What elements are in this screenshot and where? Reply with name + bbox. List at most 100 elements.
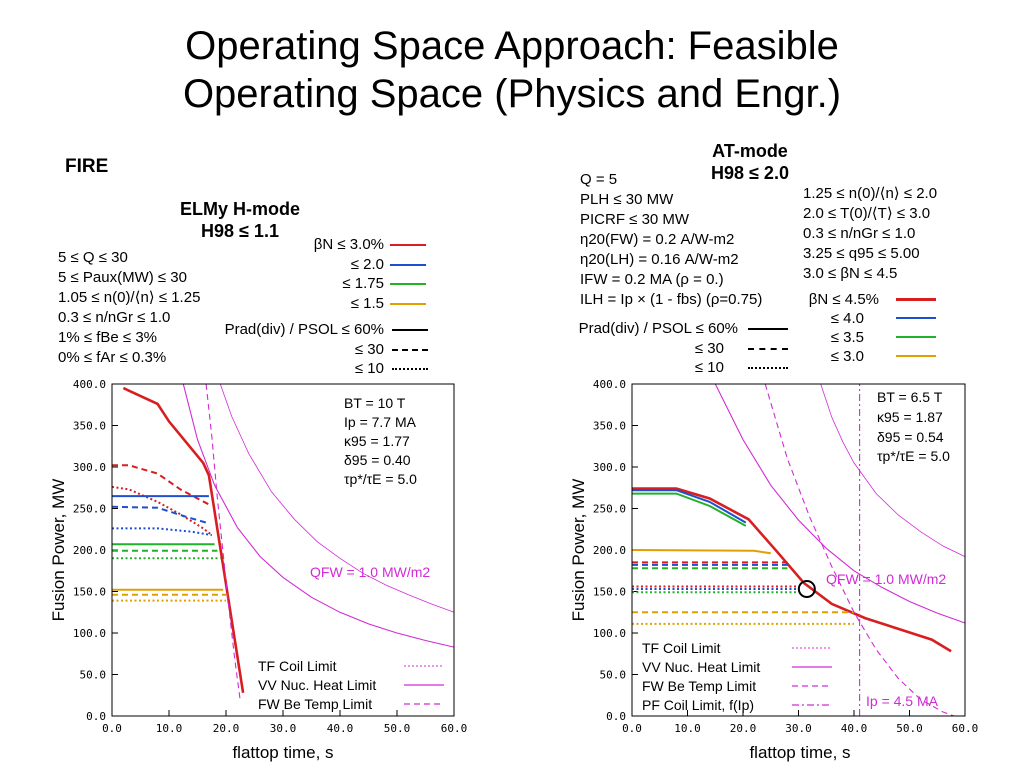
left-beta-legend-swatch	[390, 283, 426, 285]
right-series-magenta-solid	[714, 383, 966, 624]
left-constraint: 5 ≤ Paux(MW) ≤ 30	[58, 269, 187, 286]
right-header: AT-mode H98 ≤ 2.0	[680, 140, 820, 184]
right-beta-legend-swatch	[896, 355, 936, 357]
right-beta-legend-label: βN ≤ 4.5%	[808, 291, 879, 308]
left-beta-legend-swatch	[390, 264, 426, 266]
right-x-tick-label: 10.0	[674, 722, 701, 735]
right-constraint: Q = 5	[580, 171, 618, 188]
left-prad-legend-label: Prad(div) / PSOL ≤ 60%	[224, 321, 384, 338]
right-fusion-power-chart: 0.0 50.0 100.0 150.0 200.0 250.0 300.0 350.0 400…	[569, 378, 978, 762]
left-param: δ95 = 0.40	[344, 452, 411, 468]
right-constraints-left: Q = 5 PLH ≤ 30 MW PICRF ≤ 30 MW η20(FW) …	[580, 170, 762, 310]
right-y-tick-label: 300.0	[593, 461, 626, 474]
right-constraint: PICRF ≤ 30 MW	[580, 211, 690, 228]
left-y-tick-label: 250.0	[73, 503, 106, 516]
left-header-line-2: H98 ≤ 1.1	[201, 221, 279, 241]
left-y-tick-label: 0.0	[86, 710, 106, 723]
left-x-tick-label: 0.0	[102, 722, 122, 735]
right-constraint: η20(FW) = 0.2 A/W-m2	[580, 231, 735, 248]
right-prad-legend-label: ≤ 10	[694, 359, 724, 376]
left-prad-legend-label: ≤ 30	[354, 341, 384, 358]
right-prad-legend-swatch	[748, 328, 788, 330]
left-param: κ95 = 1.77	[344, 433, 410, 449]
right-constraint: 1.25 ≤ n(0)/⟨n⟩ ≤ 2.0	[803, 185, 938, 202]
right-series-orange-solid	[631, 549, 771, 555]
right-beta-legend-label: ≤ 3.5	[830, 329, 864, 346]
right-y-tick-label: 350.0	[593, 420, 626, 433]
left-fusion-power-chart: 0.0 50.0 100.0 150.0 200.0 250.0 300.0 350.0 400…	[49, 378, 467, 762]
right-param: κ95 = 1.87	[877, 409, 943, 425]
right-y-tick-label: 0.0	[606, 710, 626, 723]
left-series-magenta-fine	[219, 383, 455, 613]
right-x-tick-label: 30.0	[785, 722, 812, 735]
left-constraints: 5 ≤ Q ≤ 30 5 ≤ Paux(MW) ≤ 30 1.05 ≤ n(0)…	[58, 248, 200, 368]
left-header: ELMy H-mode H98 ≤ 1.1	[160, 198, 320, 242]
right-constraint: η20(LH) = 0.16 A/W-m2	[580, 251, 739, 268]
left-limit-legend: TF Coil Limit VV Nuc. Heat Limit FW Be T…	[258, 658, 444, 712]
left-series-red-dashed	[112, 464, 210, 506]
right-y-tick-label: 200.0	[593, 544, 626, 557]
left-beta-legend-label: βN ≤ 3.0%	[313, 236, 384, 253]
left-y-tick-label: 300.0	[73, 461, 106, 474]
right-beta-legend-swatch	[896, 298, 936, 301]
right-limit-legend: TF Coil Limit VV Nuc. Heat Limit FW Be T…	[642, 640, 832, 713]
left-series-red-solid	[122, 386, 245, 694]
right-prad-legend-label: Prad(div) / PSOL ≤ 60%	[578, 320, 738, 337]
left-constraint: 5 ≤ Q ≤ 30	[58, 249, 128, 266]
right-x-tick-label: 0.0	[622, 722, 642, 735]
right-beta-legend-label: ≤ 3.0	[830, 348, 864, 365]
right-y-tick-label: 250.0	[593, 503, 626, 516]
right-series-green-solid	[632, 492, 747, 527]
fire-label: FIRE	[65, 156, 109, 177]
right-limit-label: PF Coil Limit, f(Ip)	[642, 697, 754, 713]
title-line-2: Operating Space (Physics and Engr.)	[182, 72, 842, 116]
right-constraint: PLH ≤ 30 MW	[580, 191, 674, 208]
left-series-magenta-dashed	[205, 383, 241, 702]
right-x-tick-label: 20.0	[730, 722, 757, 735]
left-prad-legend-label: ≤ 10	[354, 360, 384, 377]
left-y-tick-label: 400.0	[73, 378, 106, 391]
right-ip-label: Ip = 4.5 MA	[866, 693, 939, 709]
right-param: BT = 6.5 T	[877, 389, 943, 405]
right-param: δ95 = 0.54	[877, 429, 944, 445]
left-y-tick-label: 150.0	[73, 586, 106, 599]
right-constraint: ILH = Ip × (1 - fbs) (ρ=0.75)	[580, 291, 763, 308]
left-x-tick-label: 50.0	[384, 722, 411, 735]
right-limit-label: TF Coil Limit	[642, 640, 721, 656]
left-param: τp*/τE = 5.0	[344, 471, 417, 487]
right-y-tick-label: 150.0	[593, 586, 626, 599]
left-y-axis-label: Fusion Power, MW	[49, 479, 68, 622]
left-limit-label: VV Nuc. Heat Limit	[258, 677, 376, 693]
right-prad-legend-swatch	[748, 348, 788, 350]
left-x-axis-label: flattop time, s	[232, 743, 333, 762]
right-x-tick-label: 50.0	[896, 722, 923, 735]
right-constraint: 2.0 ≤ T(0)/⟨T⟩ ≤ 3.0	[803, 205, 931, 222]
left-series-blue-dotted	[112, 527, 212, 537]
right-plot-frame	[631, 383, 966, 717]
left-constraint: 1% ≤ fBe ≤ 3%	[58, 329, 158, 346]
left-x-tick-label: 10.0	[156, 722, 183, 735]
right-beta-legend-swatch	[896, 336, 936, 338]
right-constraint: IFW = 0.2 MA (ρ = 0.)	[580, 271, 724, 288]
right-x-axis-label: flattop time, s	[749, 743, 850, 762]
right-constraint: 0.3 ≤ n/nGr ≤ 1.0	[803, 225, 916, 242]
right-limit-label: FW Be Temp Limit	[642, 678, 756, 694]
right-param: τp*/τE = 5.0	[877, 448, 950, 464]
left-series-magenta-solid	[182, 383, 455, 648]
left-beta-legend-label: ≤ 1.5	[350, 295, 384, 312]
title-line-1: Operating Space Approach: Feasible	[185, 24, 839, 68]
slide-title: Operating Space Approach: Feasible Opera…	[0, 22, 1024, 118]
left-beta-legend-swatch	[390, 244, 426, 246]
left-x-tick-label: 30.0	[270, 722, 297, 735]
left-constraint: 0.3 ≤ n/nGr ≤ 1.0	[58, 309, 171, 326]
left-y-tick-label: 100.0	[73, 627, 106, 640]
left-prad-legend-swatch	[392, 368, 428, 370]
left-params-box: BT = 10 T Ip = 7.7 MA κ95 = 1.77 δ95 = 0…	[344, 395, 417, 487]
left-param: Ip = 7.7 MA	[344, 414, 417, 430]
left-beta-legend-swatch	[390, 303, 426, 305]
left-limit-label: TF Coil Limit	[258, 658, 337, 674]
right-y-tick-label: 50.0	[600, 669, 627, 682]
left-constraint: 0% ≤ fAr ≤ 0.3%	[58, 349, 167, 366]
right-prad-legend-label: ≤ 30	[694, 340, 724, 357]
left-plot-frame	[111, 383, 455, 717]
